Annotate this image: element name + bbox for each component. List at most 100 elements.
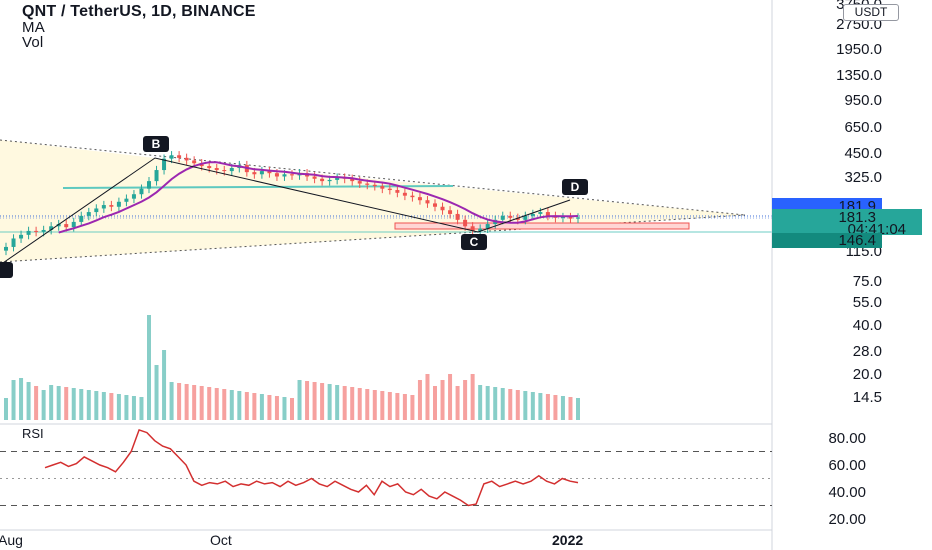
candle-body xyxy=(222,170,227,172)
price-axis-tick: 55.0 xyxy=(853,294,882,311)
volume-bar xyxy=(433,386,437,420)
candle xyxy=(448,206,453,219)
candle-body xyxy=(576,217,580,219)
volume-bar xyxy=(342,386,347,420)
candle-body xyxy=(372,184,377,187)
demand-zone xyxy=(394,222,690,230)
volume-bar xyxy=(131,396,136,420)
volume-bar xyxy=(177,383,182,420)
volume-bar xyxy=(455,386,460,420)
candle-body xyxy=(207,166,212,169)
candle-body xyxy=(365,183,370,185)
current-price-tag xyxy=(772,209,922,235)
abcd-pattern-line xyxy=(0,157,571,266)
volume-bar xyxy=(41,390,46,420)
candle-body xyxy=(463,219,468,227)
candle xyxy=(560,212,565,223)
price-axis-tick: 650.0 xyxy=(844,119,882,136)
volume-bar xyxy=(470,374,475,420)
volume-bar xyxy=(101,392,106,420)
candle xyxy=(154,165,159,186)
ma-indicator-label[interactable]: MA xyxy=(22,19,45,36)
price-axis-tick: 28.0 xyxy=(853,343,882,360)
candle xyxy=(425,196,430,208)
volume-bar xyxy=(380,391,385,420)
volume-bar xyxy=(229,390,234,420)
volume-bar xyxy=(576,398,580,420)
candle-body xyxy=(169,155,174,159)
candle xyxy=(94,204,99,217)
candle-body xyxy=(71,221,76,228)
volume-bar xyxy=(387,392,392,420)
candle-body xyxy=(184,157,189,161)
volume-bar xyxy=(26,382,31,420)
candle-body xyxy=(545,212,550,216)
volume-bar xyxy=(109,393,114,420)
price-axis-tick: 325.0 xyxy=(844,169,882,186)
volume-bar xyxy=(553,395,558,420)
pattern-badge-label: D xyxy=(571,180,580,194)
volume-bar xyxy=(538,393,543,420)
candle xyxy=(124,194,129,207)
candle-body xyxy=(274,173,279,177)
candle-body xyxy=(101,205,106,209)
volume-bar xyxy=(169,382,174,420)
volume-bar xyxy=(252,393,257,420)
rsi-axis-tick: 40.00 xyxy=(828,484,866,501)
pattern-point-c: C xyxy=(461,234,487,250)
candle-body xyxy=(56,224,61,227)
moving-average-line xyxy=(58,161,579,234)
candle xyxy=(387,184,392,195)
volume-bar xyxy=(545,394,550,420)
support-price-tag xyxy=(772,233,882,248)
candle xyxy=(568,212,573,224)
volume-bar xyxy=(357,388,362,420)
candle xyxy=(576,213,580,224)
price-axis-tick: 450.0 xyxy=(844,145,882,162)
support-price-label: 146.4 xyxy=(838,232,876,249)
currency-unit-box[interactable]: USDT xyxy=(843,4,899,21)
volume-bar xyxy=(64,387,69,420)
candle xyxy=(380,181,385,194)
volume-bar xyxy=(350,387,355,420)
candle-body xyxy=(267,171,272,174)
candle xyxy=(49,222,54,235)
candle xyxy=(395,185,400,198)
candle xyxy=(259,166,264,179)
candle-body xyxy=(350,178,355,182)
candle xyxy=(214,163,219,175)
candle-body xyxy=(515,217,520,220)
volume-bar xyxy=(305,381,310,420)
candle-body xyxy=(312,176,317,179)
rsi-axis-tick: 80.00 xyxy=(828,430,866,447)
volume-bar xyxy=(34,386,39,420)
volume-bar xyxy=(192,385,197,420)
candle-body xyxy=(116,201,121,207)
volume-bar xyxy=(500,388,505,420)
volume-bar xyxy=(297,380,302,420)
candle-body xyxy=(290,174,294,176)
volume-bar xyxy=(86,390,91,420)
volume-bar xyxy=(267,395,272,420)
time-axis-tick: 2022 xyxy=(552,532,583,548)
volume-bar xyxy=(568,397,573,420)
candle-body xyxy=(64,224,69,228)
candle-body xyxy=(252,172,257,175)
volume-bar xyxy=(440,380,445,420)
volume-bar xyxy=(154,365,159,420)
volume-bar xyxy=(147,315,151,420)
candle-body xyxy=(560,217,565,219)
volume-bar xyxy=(395,393,400,420)
candle xyxy=(26,226,31,240)
candle-body xyxy=(417,197,422,201)
candle-body xyxy=(34,230,39,232)
rsi-line xyxy=(44,428,579,507)
candle-body xyxy=(94,208,99,213)
volume-bar xyxy=(199,386,204,420)
candle-body xyxy=(387,188,392,191)
volume-indicator-label[interactable]: Vol xyxy=(22,34,44,51)
volume-bar xyxy=(523,391,528,420)
rsi-indicator-label[interactable]: RSI xyxy=(22,426,44,441)
candle xyxy=(463,215,468,231)
